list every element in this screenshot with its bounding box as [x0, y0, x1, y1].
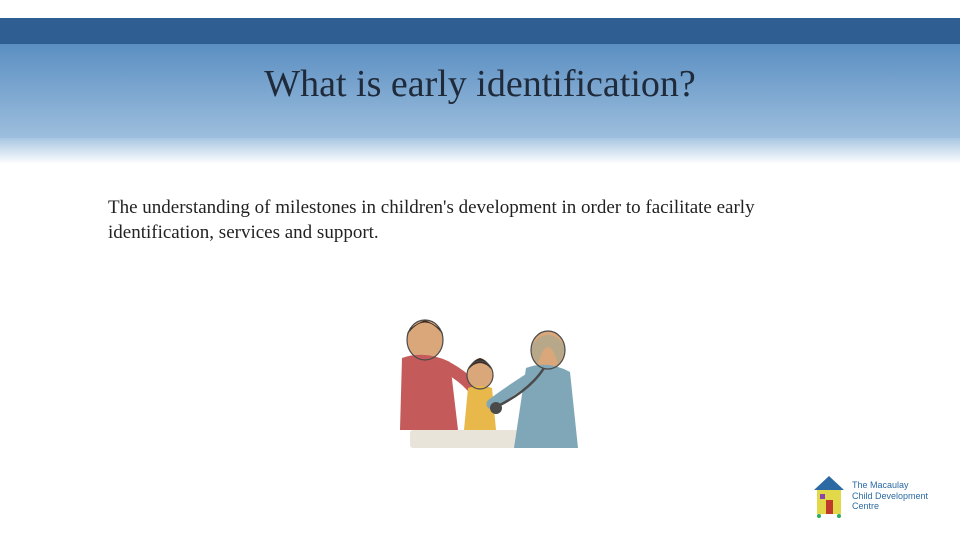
logo-bush-right — [837, 514, 841, 518]
logo-line3: Centre — [852, 501, 928, 511]
logo-window — [820, 494, 825, 499]
logo-roof — [814, 476, 844, 490]
band-light — [0, 138, 960, 164]
logo-text: The Macaulay Child Development Centre — [852, 480, 928, 511]
stethoscope-chestpiece — [490, 402, 502, 414]
logo-door — [826, 500, 833, 514]
slide: What is early identification? The unders… — [0, 0, 960, 540]
macaulay-logo: The Macaulay Child Development Centre — [812, 466, 942, 526]
logo-house-icon — [812, 474, 846, 518]
slide-body-text: The understanding of milestones in child… — [108, 196, 852, 245]
logo-bush-left — [817, 514, 821, 518]
slide-title: What is early identification? — [0, 62, 960, 106]
logo-line2: Child Development — [852, 491, 928, 501]
band-dark — [0, 18, 960, 44]
illustration-mother-child-doctor — [330, 280, 630, 480]
medical-exam-illustration-svg — [330, 280, 630, 480]
logo-line1: The Macaulay — [852, 480, 928, 490]
